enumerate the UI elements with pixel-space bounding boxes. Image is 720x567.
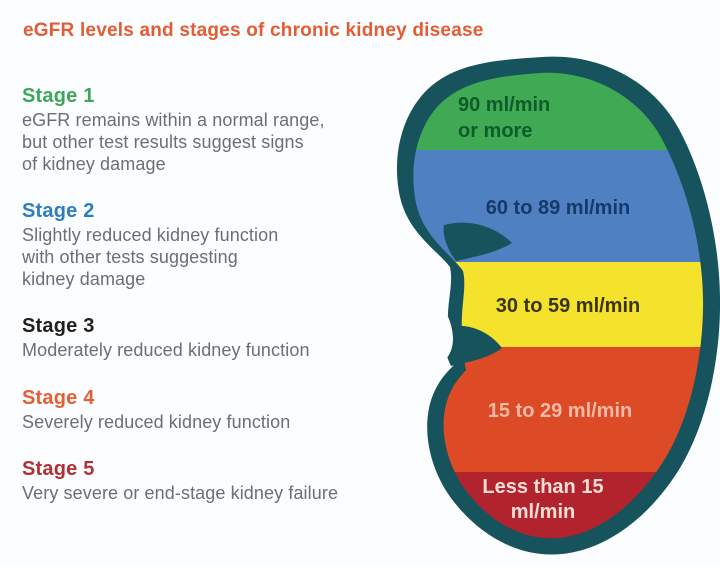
stage-1-heading: Stage 1 xyxy=(22,85,95,107)
hilum-notch xyxy=(432,299,453,362)
hilum-claw-upper xyxy=(443,222,512,261)
stage-5-description-line: Very severe or end-stage kidney failure xyxy=(22,483,339,503)
kidney-svg: 90 ml/min or more 60 to 89 ml/min 30 to … xyxy=(396,56,720,555)
hilum-claw-lower xyxy=(444,325,502,366)
stage-3-description-line: Moderately reduced kidney function xyxy=(22,340,310,360)
stage-2-heading: Stage 2 xyxy=(22,200,95,222)
page-title: eGFR levels and stages of chronic kidney… xyxy=(23,20,484,41)
stage-2-description-line: Slightly reduced kidney function xyxy=(22,225,279,245)
stage-3-heading: Stage 3 xyxy=(22,315,95,337)
stage-2-block: Stage 2 Slightly reduced kidney function… xyxy=(22,199,394,290)
band-label-60-89: 60 to 89 ml/min xyxy=(486,197,631,219)
band-label-under-15-line1: Less than 15 xyxy=(482,476,603,498)
stage-2-description-line: with other tests suggesting xyxy=(22,247,238,267)
stage-1-block: Stage 1 eGFR remains within a normal ran… xyxy=(22,84,394,175)
stage-2-description-line: kidney damage xyxy=(22,269,146,289)
stage-5-block: Stage 5 Very severe or end-stage kidney … xyxy=(22,457,394,504)
kidney-diagram: 90 ml/min or more 60 to 89 ml/min 30 to … xyxy=(390,55,720,567)
band-label-90-plus-line2: or more xyxy=(458,120,532,142)
stage-1-description-line: of kidney damage xyxy=(22,154,166,174)
stage-1-description-line: eGFR remains within a normal range, xyxy=(22,110,325,130)
stage-1-description-line: but other test results suggest signs xyxy=(22,132,304,152)
band-label-30-59: 30 to 59 ml/min xyxy=(496,295,641,317)
band-label-under-15-line2: ml/min xyxy=(511,501,575,523)
stage-4-description-line: Severely reduced kidney function xyxy=(22,412,291,432)
band-label-15-29: 15 to 29 ml/min xyxy=(488,400,633,422)
stage-4-heading: Stage 4 xyxy=(22,387,95,409)
stage-4-block: Stage 4 Severely reduced kidney function xyxy=(22,386,394,433)
stage-3-block: Stage 3 Moderately reduced kidney functi… xyxy=(22,314,394,361)
band-label-90-plus-line1: 90 ml/min xyxy=(458,94,550,116)
stage-5-heading: Stage 5 xyxy=(22,458,95,480)
